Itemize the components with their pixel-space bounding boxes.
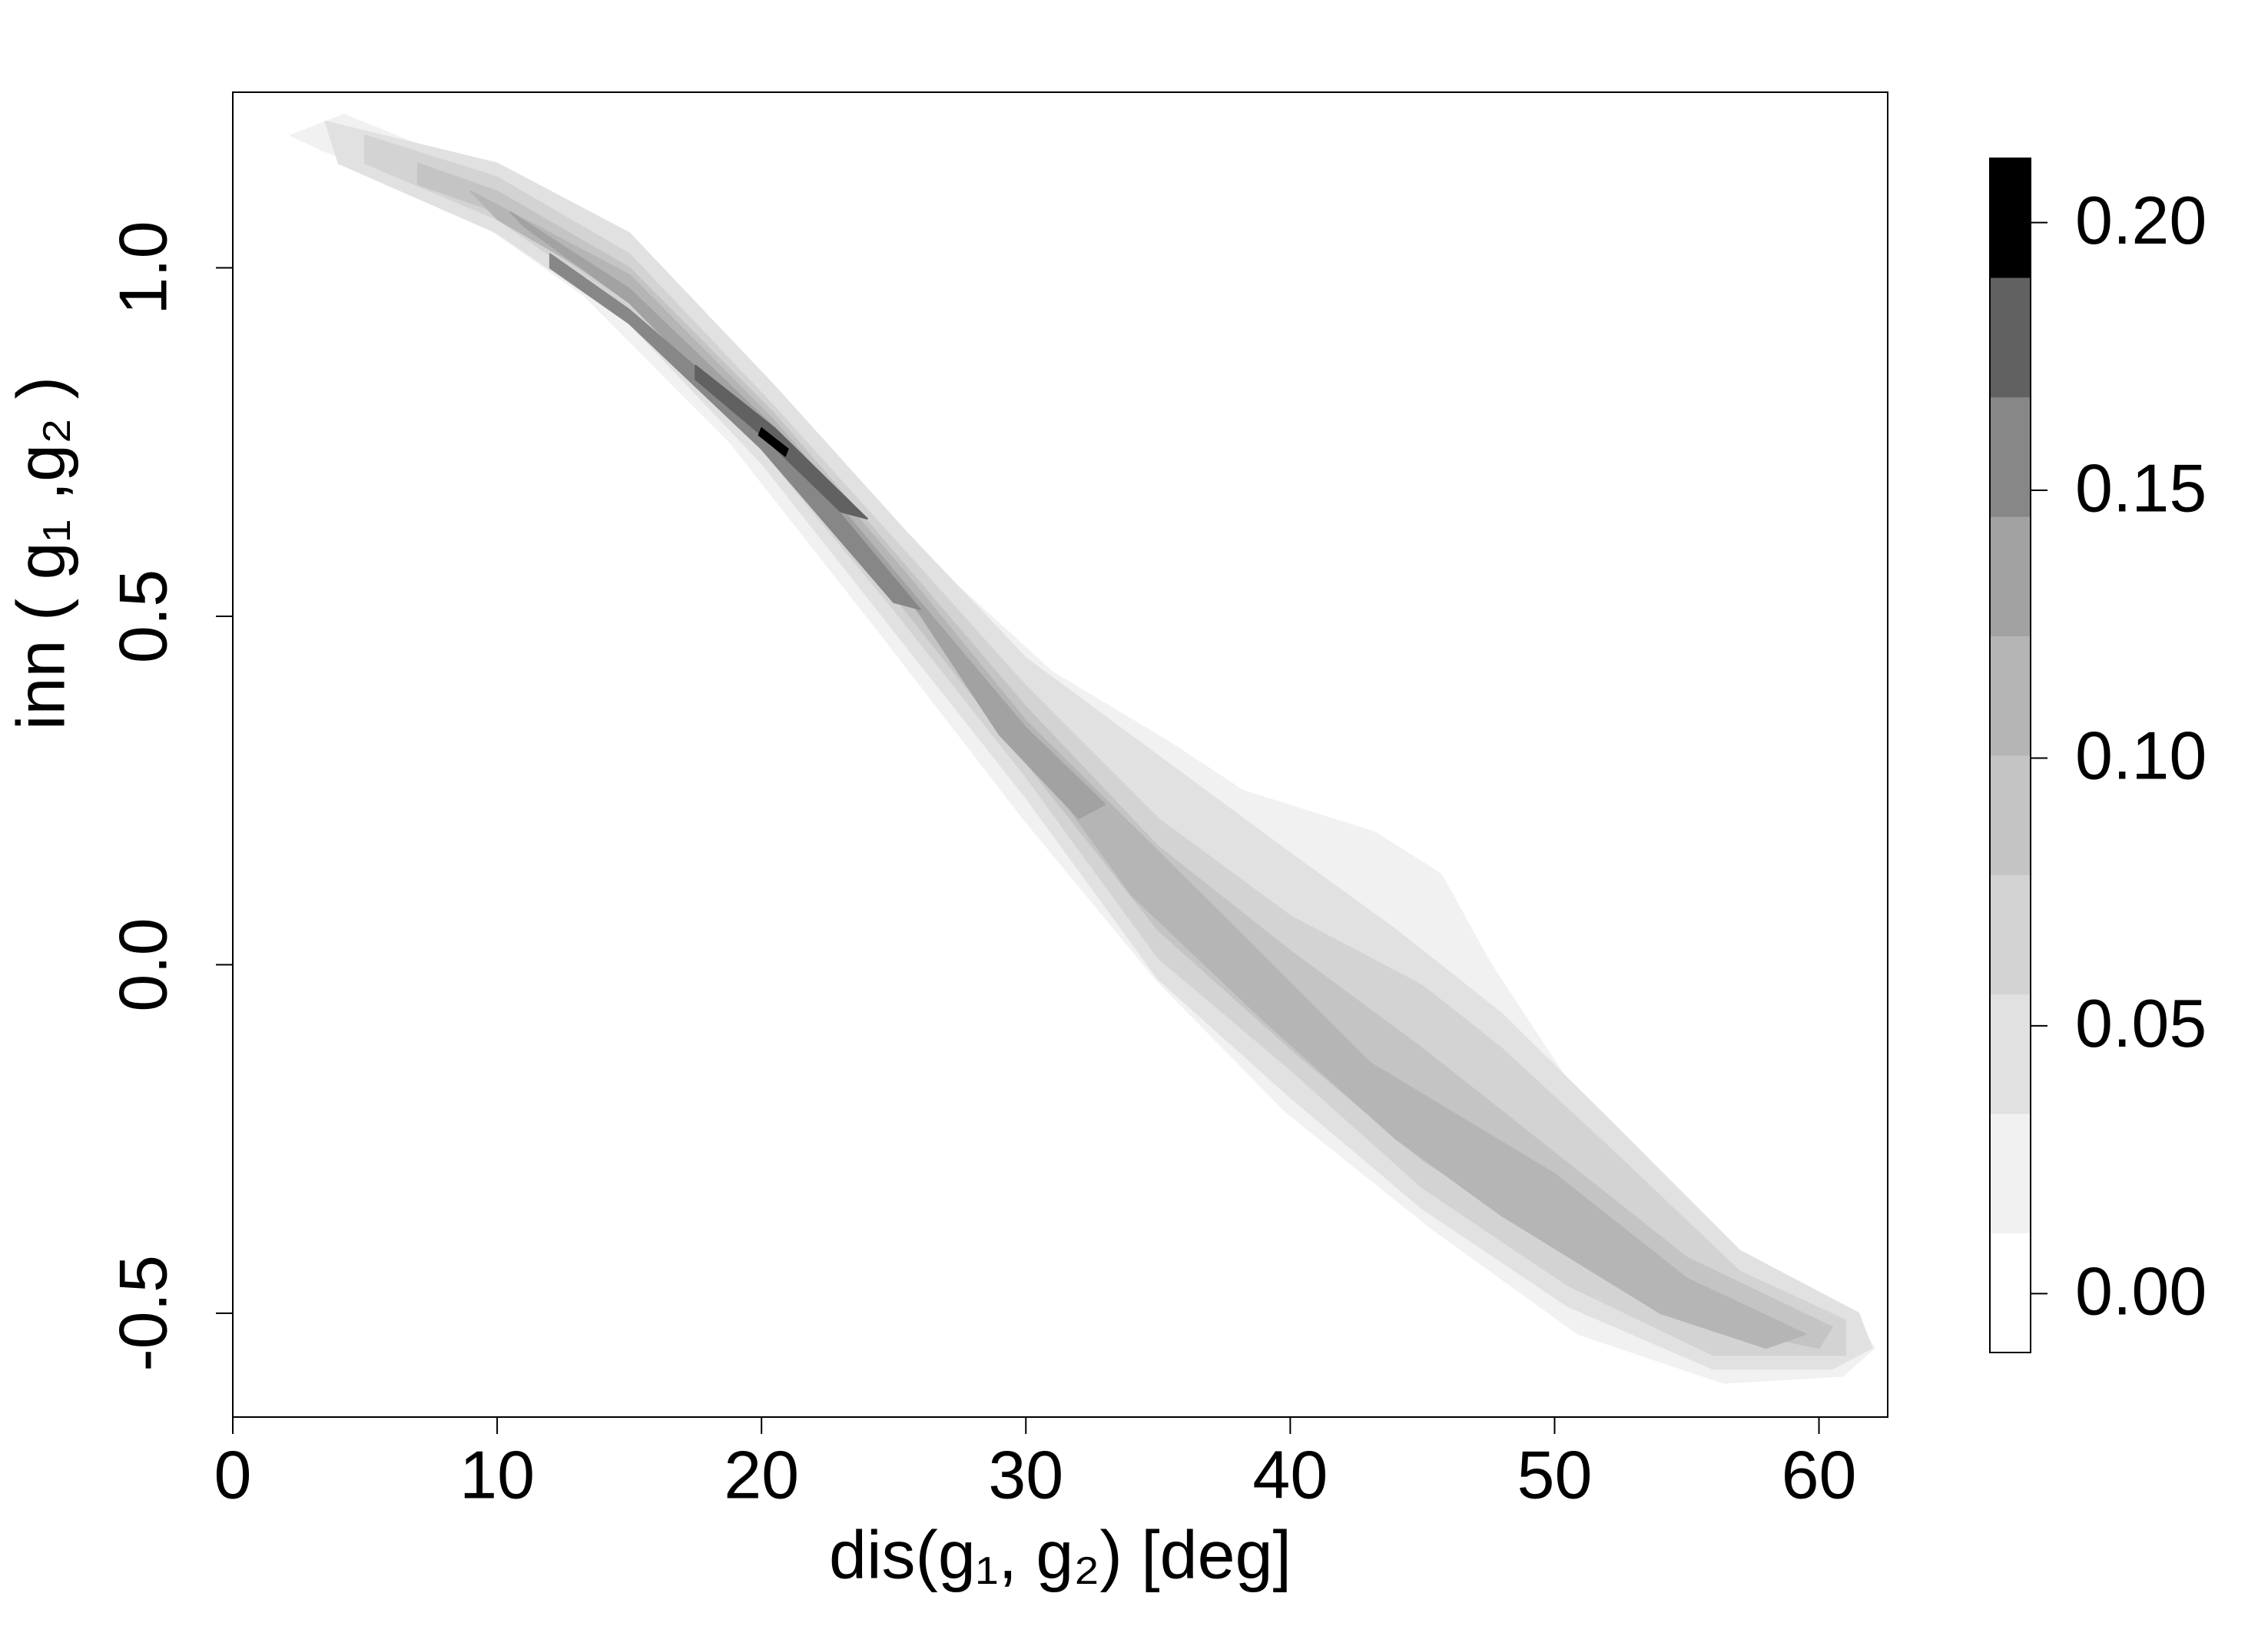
- x-tick-label: 20: [724, 1436, 799, 1512]
- y-tick-label: 0.5: [104, 569, 181, 663]
- y-axis-label: inn ( g₁ ,g₂ ): [2, 377, 78, 730]
- colorbar-band: [1989, 158, 2031, 278]
- plot-area: [290, 114, 1875, 1384]
- colorbar-band: [1989, 277, 2031, 398]
- colorbar-band: [1989, 994, 2031, 1114]
- colorbar-band: [1989, 1233, 2031, 1353]
- colorbar-band: [1989, 1113, 2031, 1233]
- x-tick-label: 10: [459, 1436, 535, 1512]
- contour-region: [549, 253, 921, 610]
- colorbar-tick-label: 0.05: [2075, 985, 2207, 1061]
- x-tick-label: 30: [988, 1436, 1063, 1512]
- colorbar-tick-label: 0.00: [2075, 1253, 2207, 1329]
- x-tick-label: 50: [1517, 1436, 1593, 1512]
- colorbar-band: [1989, 397, 2031, 517]
- contour-region: [695, 364, 868, 519]
- x-axis-label: dis(g₁, g₂) [deg]: [829, 1516, 1292, 1592]
- colorbar-tick-label: 0.10: [2075, 718, 2207, 794]
- colorbar-tick-label: 0.15: [2075, 450, 2207, 526]
- contour-region: [758, 427, 789, 457]
- y-tick-label: -0.5: [104, 1255, 181, 1372]
- colorbar-frame: [1989, 158, 2031, 1353]
- colorbar-band: [1989, 755, 2031, 875]
- y-tick-label: 1.0: [104, 221, 181, 314]
- x-tick-label: 60: [1782, 1436, 1857, 1512]
- x-tick-label: 0: [214, 1436, 252, 1512]
- x-tick-label: 40: [1252, 1436, 1328, 1512]
- colorbar-tick-label: 0.20: [2075, 182, 2207, 258]
- y-tick-label: 0.0: [104, 918, 181, 1011]
- colorbar-band: [1989, 636, 2031, 756]
- colorbar-band: [1989, 516, 2031, 636]
- colorbar-band: [1989, 875, 2031, 995]
